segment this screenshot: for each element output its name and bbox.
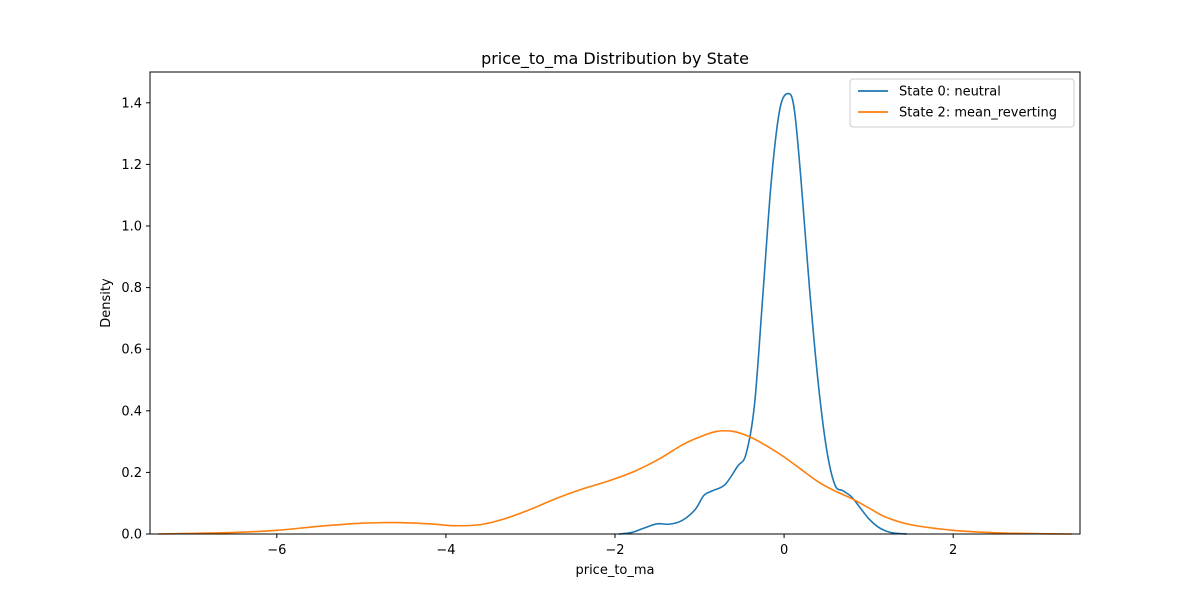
legend-box — [849, 78, 1075, 128]
x-tick-label: −6 — [267, 543, 286, 558]
x-tick-label: −2 — [605, 543, 624, 558]
y-tick-label: 0.8 — [121, 281, 142, 296]
y-axis-title: Density — [99, 278, 114, 328]
plot-frame — [149, 71, 1081, 535]
y-tick-label: 0.2 — [121, 466, 142, 481]
legend: State 0: neutral State 2: mean_reverting — [849, 78, 1075, 128]
x-axis-title: price_to_ma — [575, 563, 654, 578]
x-tick-label: 0 — [780, 543, 788, 558]
y-tick-label: 1.4 — [121, 96, 142, 111]
x-axis: −6 −4 −2 0 2 — [267, 534, 957, 558]
series-line-0 — [618, 92, 908, 535]
y-tick-label: 1.2 — [121, 158, 142, 173]
plot-lines — [157, 92, 1073, 535]
legend-items: State 0: neutral State 2: mean_reverting — [858, 85, 1057, 121]
y-tick-label: 0.4 — [121, 404, 142, 419]
chart-title: price_to_ma Distribution by State — [481, 49, 749, 69]
legend-label-1: State 2: mean_reverting — [899, 106, 1057, 121]
x-tick-label: −4 — [436, 543, 455, 558]
y-axis: 0.0 0.2 0.4 0.6 0.8 1.0 1.2 1.4 — [121, 96, 150, 543]
legend-label-0: State 0: neutral — [899, 85, 1001, 100]
series-line-1 — [157, 429, 1073, 535]
y-tick-label: 1.0 — [121, 220, 142, 235]
x-tick-label: 2 — [949, 543, 957, 558]
y-tick-label: 0.0 — [121, 528, 142, 543]
y-tick-label: 0.6 — [121, 343, 142, 358]
